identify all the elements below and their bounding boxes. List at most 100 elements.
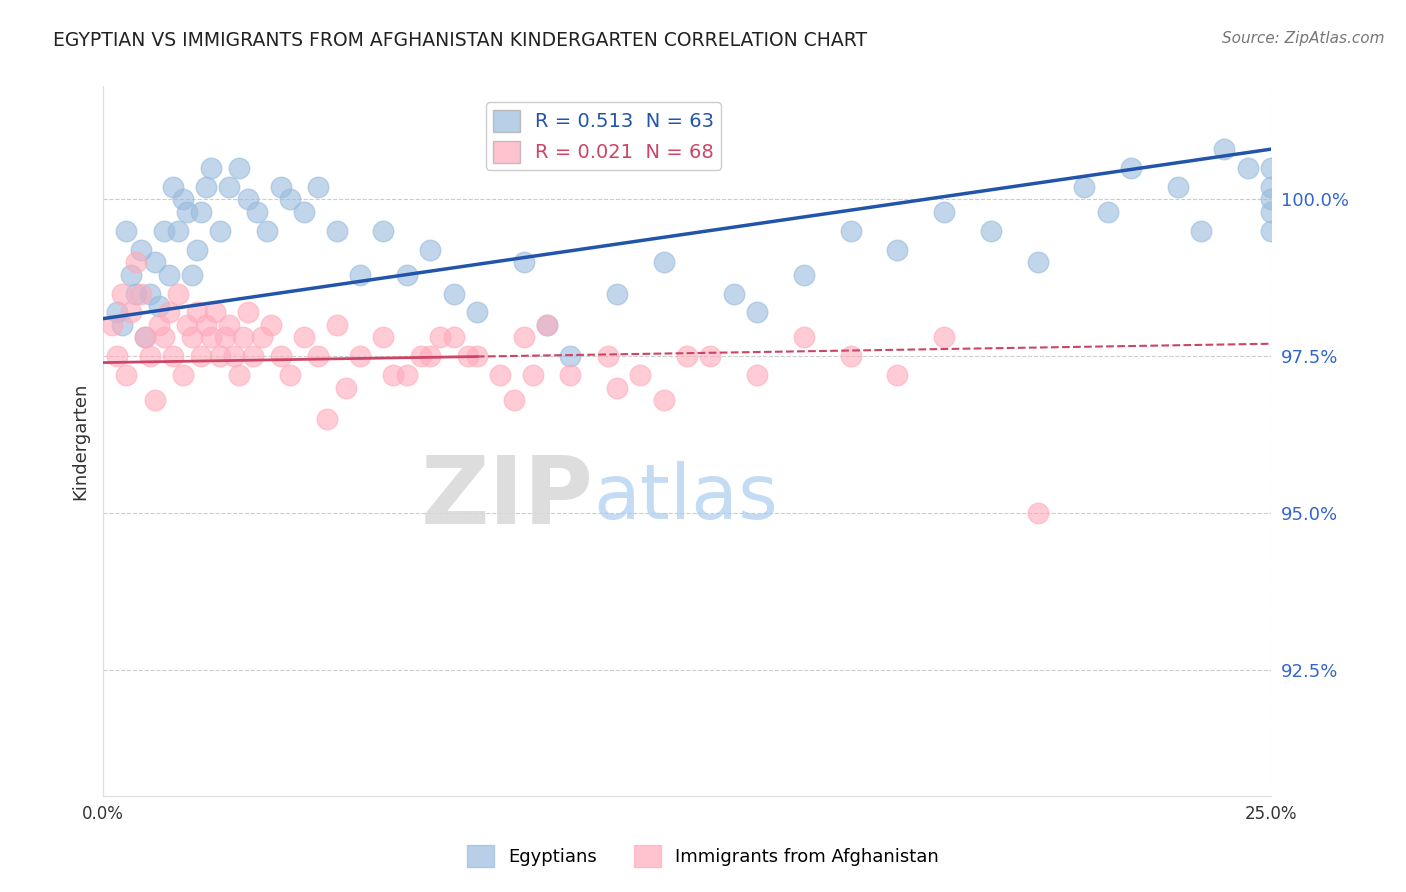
Point [278, 368, 301, 383]
Point [111, 318, 134, 332]
Point [143, 393, 166, 408]
Point [395, 268, 418, 282]
Point [560, 349, 582, 363]
Point [236, 305, 259, 319]
Point [307, 349, 329, 363]
Point [256, 224, 278, 238]
Point [839, 224, 862, 238]
Point [270, 349, 292, 363]
Point [381, 368, 404, 383]
Point [134, 330, 156, 344]
Point [250, 330, 273, 344]
Point [503, 393, 526, 408]
Point [465, 349, 488, 363]
Point [373, 330, 395, 344]
Point [1026, 255, 1049, 269]
Point [1097, 205, 1119, 219]
Point [512, 330, 534, 344]
Point [157, 305, 180, 319]
Text: atlas: atlas [593, 461, 779, 535]
Point [270, 179, 292, 194]
Point [1026, 506, 1049, 520]
Point [186, 243, 208, 257]
Point [157, 268, 180, 282]
Point [105, 349, 128, 363]
Point [148, 299, 170, 313]
Point [409, 349, 432, 363]
Point [1260, 192, 1282, 206]
Point [222, 349, 245, 363]
Point [115, 368, 138, 383]
Point [162, 179, 184, 194]
Point [208, 224, 231, 238]
Point [292, 205, 315, 219]
Point [200, 330, 222, 344]
Point [1260, 205, 1282, 219]
Point [652, 393, 675, 408]
Point [349, 349, 371, 363]
Point [167, 286, 190, 301]
Point [793, 268, 815, 282]
Point [278, 192, 301, 206]
Legend: Egyptians, Immigrants from Afghanistan: Egyptians, Immigrants from Afghanistan [460, 838, 946, 874]
Text: ZIP: ZIP [420, 452, 593, 544]
Point [512, 255, 534, 269]
Point [1167, 179, 1189, 194]
Point [200, 161, 222, 175]
Point [560, 368, 582, 383]
Point [204, 305, 226, 319]
Point [180, 330, 202, 344]
Point [120, 268, 142, 282]
Point [676, 349, 699, 363]
Point [1260, 179, 1282, 194]
Point [260, 318, 283, 332]
Y-axis label: Kindergarten: Kindergarten [72, 383, 89, 500]
Point [190, 349, 212, 363]
Point [373, 224, 395, 238]
Point [139, 349, 162, 363]
Point [1073, 179, 1095, 194]
Point [699, 349, 721, 363]
Point [1119, 161, 1142, 175]
Point [980, 224, 1002, 238]
Point [242, 349, 264, 363]
Point [723, 286, 745, 301]
Point [628, 368, 651, 383]
Point [886, 368, 908, 383]
Point [457, 349, 479, 363]
Point [429, 330, 451, 344]
Point [489, 368, 512, 383]
Point [1189, 224, 1212, 238]
Point [162, 349, 184, 363]
Point [167, 224, 190, 238]
Point [596, 349, 619, 363]
Point [129, 286, 152, 301]
Point [228, 368, 250, 383]
Text: Source: ZipAtlas.com: Source: ZipAtlas.com [1222, 31, 1385, 46]
Point [115, 224, 138, 238]
Point [886, 243, 908, 257]
Point [105, 305, 128, 319]
Point [153, 224, 176, 238]
Point [186, 305, 208, 319]
Point [194, 318, 217, 332]
Point [932, 205, 955, 219]
Point [111, 286, 134, 301]
Point [208, 349, 231, 363]
Point [194, 179, 217, 194]
Point [143, 255, 166, 269]
Point [214, 330, 236, 344]
Point [606, 286, 628, 301]
Point [747, 305, 769, 319]
Point [932, 330, 955, 344]
Point [1260, 161, 1282, 175]
Point [325, 318, 347, 332]
Point [606, 381, 628, 395]
Point [395, 368, 418, 383]
Point [335, 381, 357, 395]
Point [218, 318, 240, 332]
Point [176, 205, 198, 219]
Point [176, 318, 198, 332]
Point [134, 330, 156, 344]
Point [148, 318, 170, 332]
